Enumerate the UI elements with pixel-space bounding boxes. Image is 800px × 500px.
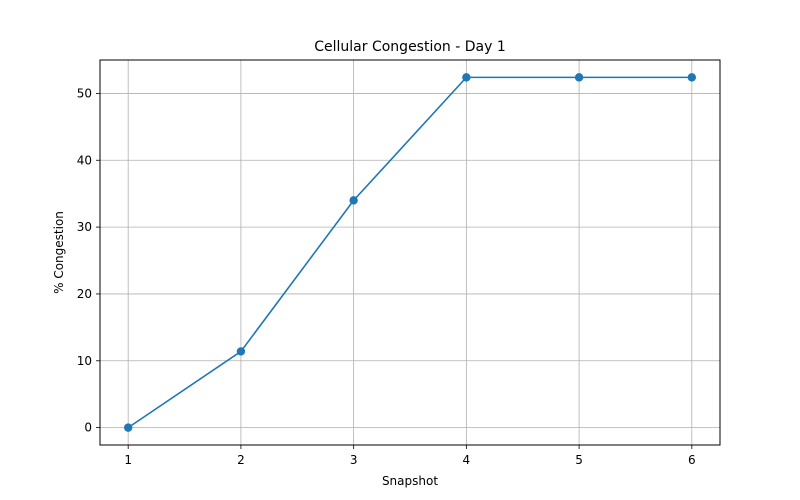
data-point bbox=[687, 73, 697, 82]
x-tick-label: 4 bbox=[463, 453, 471, 467]
series-group bbox=[123, 73, 697, 432]
data-point bbox=[123, 423, 133, 432]
y-tick-label: 0 bbox=[84, 421, 92, 435]
x-axis-label: Snapshot bbox=[382, 474, 438, 488]
y-axis-label: % Congestion bbox=[52, 211, 66, 294]
data-point bbox=[462, 73, 471, 82]
x-tick-label: 5 bbox=[575, 453, 583, 467]
data-point bbox=[236, 347, 246, 356]
x-tick-label: 2 bbox=[237, 453, 245, 467]
x-tick-label: 3 bbox=[350, 453, 358, 467]
y-tick-label: 30 bbox=[77, 220, 92, 234]
data-point bbox=[349, 196, 358, 205]
y-tick-label: 50 bbox=[77, 86, 92, 100]
y-axis: 0 10 20 30 40 50 bbox=[77, 86, 100, 435]
grid-lines bbox=[100, 60, 720, 445]
x-tick-label: 1 bbox=[124, 453, 132, 467]
data-point bbox=[574, 73, 584, 82]
y-tick-label: 10 bbox=[77, 354, 92, 368]
series-line bbox=[127, 76, 692, 429]
plot-frame bbox=[99, 59, 721, 446]
x-axis: 1 2 3 4 5 6 bbox=[124, 445, 696, 467]
chart-title: Cellular Congestion - Day 1 bbox=[314, 39, 506, 55]
x-tick-label: 6 bbox=[688, 453, 696, 467]
y-tick-label: 40 bbox=[77, 153, 92, 167]
y-tick-label: 20 bbox=[77, 287, 92, 301]
